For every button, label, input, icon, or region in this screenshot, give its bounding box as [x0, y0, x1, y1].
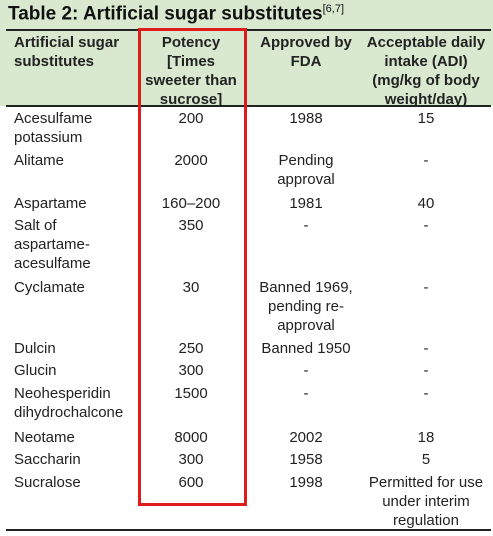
- table-cell: Alitame: [14, 152, 65, 169]
- table-cell: 1981: [289, 195, 323, 212]
- table-cell: Neotame: [14, 429, 75, 446]
- rule: [6, 105, 491, 107]
- table-cell: 18: [417, 429, 435, 446]
- table-cell: -: [423, 217, 429, 234]
- title-reference: [6,7]: [322, 3, 345, 15]
- column-header: Approved by FDA: [260, 34, 352, 70]
- table-cell: -: [423, 385, 429, 402]
- table-cell: Glucin: [14, 362, 57, 379]
- table-cell: 200: [178, 110, 204, 127]
- table-cell: 2002: [289, 429, 323, 446]
- table-cell: Neohesperidin dihydrochalcone: [14, 385, 124, 421]
- table-cell: 30: [182, 279, 200, 296]
- table-cell: -: [423, 279, 429, 296]
- table-cell: Permitted for use under interim regulati…: [368, 474, 484, 529]
- table-cell: 600: [178, 474, 204, 491]
- column-header: Acceptable daily intake (ADI) (mg/kg of …: [366, 34, 486, 108]
- rule: [6, 29, 491, 31]
- table-cell: -: [303, 362, 309, 379]
- rule: [6, 529, 491, 531]
- column-header: Artificial sugar substitutes: [14, 34, 120, 70]
- table-cell: Dulcin: [14, 340, 56, 357]
- table-cell: -: [303, 385, 309, 402]
- table-title: Table 2: Artificial sugar substitutes[6,…: [8, 3, 344, 25]
- table-cell: 15: [417, 110, 435, 127]
- table-cell: Sucralose: [14, 474, 81, 491]
- table-cell: 300: [178, 451, 204, 468]
- table-cell: 8000: [174, 429, 208, 446]
- table-cell: -: [303, 217, 309, 234]
- table-cell: -: [423, 362, 429, 379]
- table-cell: Banned 1950: [261, 340, 351, 357]
- table-cell: Saccharin: [14, 451, 81, 468]
- table-cell: 1500: [174, 385, 208, 402]
- table-cell: 250: [178, 340, 204, 357]
- table-cell: Aspartame: [14, 195, 87, 212]
- table-cell: 2000: [174, 152, 208, 169]
- table-cell: 1988: [289, 110, 323, 127]
- table-cell: Salt of aspartame-acesulfame: [14, 217, 91, 272]
- table-cell: 1958: [289, 451, 323, 468]
- table-cell: Acesulfame potassium: [14, 110, 93, 146]
- column-header: Potency [Times sweeter than sucrose]: [145, 34, 237, 108]
- table-cell: 1998: [289, 474, 323, 491]
- table-cell: 350: [178, 217, 204, 234]
- title-text: Table 2: Artificial sugar substitutes: [8, 3, 323, 25]
- table-cell: -: [423, 340, 429, 357]
- table-cell: 300: [178, 362, 204, 379]
- highlight-box: [138, 28, 247, 506]
- table-cell: 5: [421, 451, 431, 468]
- table-cell: Cyclamate: [14, 279, 85, 296]
- table-cell: Banned 1969, pending re-approval: [259, 279, 353, 334]
- table-cell: -: [423, 152, 429, 169]
- table-cell: 160–200: [161, 195, 221, 212]
- table-cell: Pending approval: [277, 152, 335, 188]
- table-cell: 40: [417, 195, 435, 212]
